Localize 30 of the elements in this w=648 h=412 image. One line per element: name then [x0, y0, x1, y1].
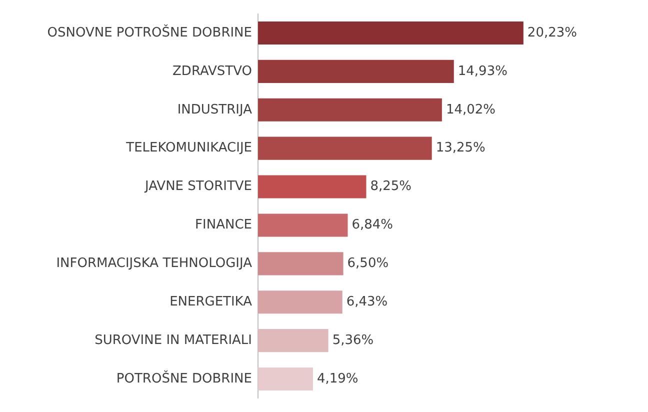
bar [258, 367, 313, 391]
bar [258, 290, 342, 314]
bar [258, 60, 454, 83]
bar [258, 252, 344, 276]
data-label: 6,84% [352, 218, 394, 233]
data-label: 14,02% [446, 102, 496, 118]
data-label: 4,19% [316, 371, 358, 386]
data-label: 6,50% [347, 256, 389, 272]
data-label: 20,23% [527, 25, 577, 40]
bar [258, 214, 348, 237]
bar [258, 175, 366, 198]
y-tick-label: OSNOVNE POTROŠNE DOBRINE [47, 23, 252, 40]
y-tick-label: POTROŠNE DOBRINE [116, 369, 252, 386]
data-label: 8,25% [370, 179, 412, 194]
bar [258, 21, 524, 45]
data-label: 6,43% [346, 294, 388, 310]
y-tick-label: ZDRAVSTVO [172, 64, 252, 79]
y-tick-label: FINANCE [195, 218, 252, 233]
bar [258, 98, 442, 122]
data-label: 13,25% [436, 140, 486, 156]
data-label: 5,36% [332, 332, 374, 348]
y-tick-label: INDUSTRIJA [177, 102, 252, 118]
y-tick-label: SUROVINE IN MATERIALI [94, 332, 252, 348]
y-tick-label: INFORMACIJSKA TEHNOLOGIJA [56, 256, 252, 272]
data-label: 14,93% [458, 64, 508, 79]
bar [258, 329, 328, 352]
bar [258, 136, 432, 160]
y-tick-label: ENERGETIKA [170, 294, 252, 310]
y-tick-label: TELEKOMUNIKACIJE [125, 140, 252, 156]
y-tick-label: JAVNE STORITVE [144, 179, 252, 194]
